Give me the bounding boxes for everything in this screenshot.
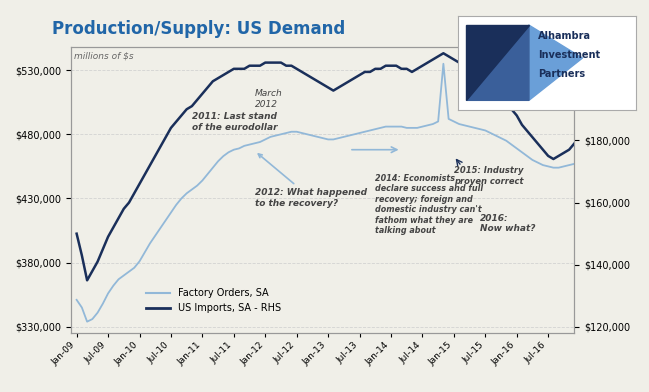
Polygon shape [467, 25, 529, 100]
Text: Partners: Partners [538, 69, 585, 79]
Polygon shape [529, 25, 583, 100]
Text: 2015: Industry
proven correct: 2015: Industry proven correct [454, 166, 523, 186]
Text: 2014: Economists
declare success and full
recovery; foreign and
domestic industr: 2014: Economists declare success and ful… [375, 174, 484, 235]
Polygon shape [467, 25, 529, 100]
Text: 2012: What happened
to the recovery?: 2012: What happened to the recovery? [255, 154, 367, 208]
Text: Production/Supply: US Demand: Production/Supply: US Demand [52, 20, 345, 38]
Text: Investment: Investment [538, 50, 600, 60]
Text: Alhambra: Alhambra [538, 31, 591, 42]
Text: March
2012: March 2012 [255, 89, 282, 109]
Text: 2016:
Now what?: 2016: Now what? [480, 214, 535, 233]
Legend: Factory Orders, SA, US Imports, SA - RHS: Factory Orders, SA, US Imports, SA - RHS [141, 284, 285, 317]
Text: millions of $s: millions of $s [74, 51, 134, 60]
Text: 2011: Last stand
of the eurodollar: 2011: Last stand of the eurodollar [192, 113, 278, 132]
